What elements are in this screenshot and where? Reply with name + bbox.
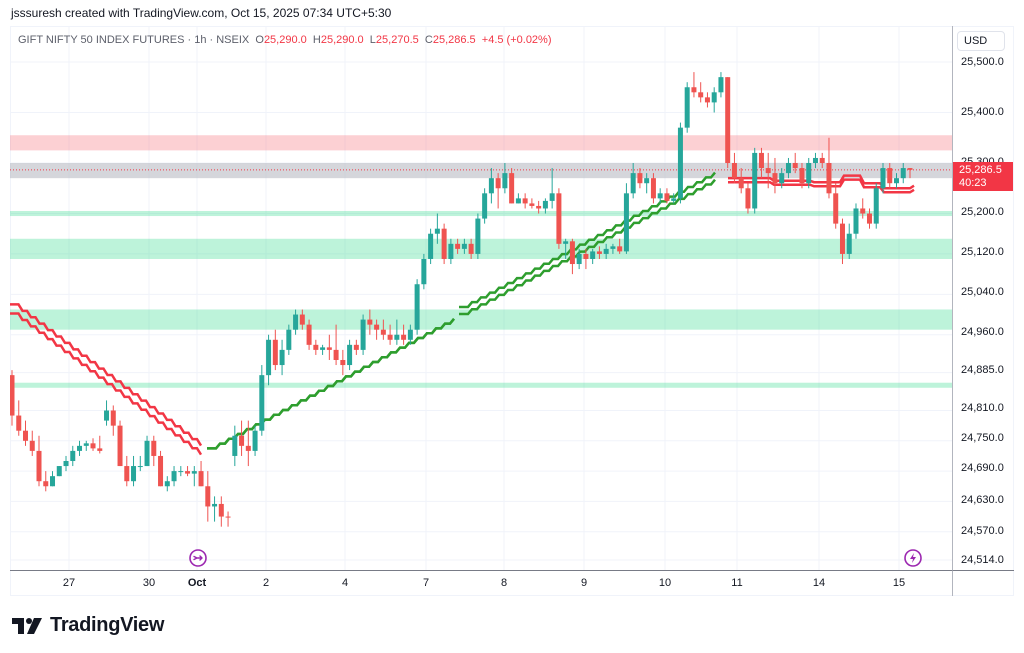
chart-plot-area[interactable] — [10, 26, 952, 570]
price-tick: 24,570.0 — [961, 525, 1004, 537]
axis-corner — [952, 570, 1014, 596]
open-value: 25,290.0 — [263, 34, 307, 46]
time-tick: 15 — [892, 577, 906, 589]
symbol-title: GIFT NIFTY 50 INDEX FUTURES · 1h · NSEIX — [18, 34, 250, 46]
time-tick: 10 — [658, 577, 672, 589]
time-tick: 2 — [262, 577, 270, 589]
bar-countdown: 40:23 — [959, 177, 987, 189]
price-tick: 24,630.0 — [961, 494, 1004, 506]
price-tick: 25,120.0 — [961, 246, 1004, 258]
last-price-label: 25,286.5 40:23 — [953, 162, 1013, 191]
time-tick: 14 — [812, 577, 826, 589]
price-tick: 24,810.0 — [961, 402, 1004, 414]
last-price-value: 25,286.5 — [959, 164, 1002, 176]
time-tick: 9 — [580, 577, 588, 589]
time-tick: 4 — [341, 577, 349, 589]
price-tick: 25,040.0 — [961, 286, 1004, 298]
price-tick: 25,500.0 — [961, 56, 1004, 68]
tradingview-logo[interactable]: TradingView — [12, 614, 164, 637]
time-tick: 8 — [500, 577, 508, 589]
price-tick: 24,514.0 — [961, 554, 1004, 566]
price-tick: 24,750.0 — [961, 432, 1004, 444]
price-tick: 25,400.0 — [961, 106, 1004, 118]
lightning-event-icon[interactable] — [904, 549, 922, 567]
time-tick: Oct — [187, 577, 207, 589]
tradingview-logo-text: TradingView — [50, 614, 165, 636]
candlestick-chart[interactable] — [10, 26, 952, 570]
low-value: 25,270.5 — [375, 34, 419, 46]
chart-frame — [10, 26, 1014, 596]
time-tick: 11 — [731, 577, 743, 589]
time-tick: 7 — [422, 577, 430, 589]
time-axis[interactable]: 27 30 Oct 2 4 7 8 9 10 11 14 15 — [10, 570, 952, 597]
tradingview-logo-icon — [12, 617, 42, 634]
time-tick: 30 — [142, 577, 156, 589]
currency-selector[interactable]: USD — [957, 31, 1005, 51]
price-tick: 25,200.0 — [961, 206, 1004, 218]
symbol-legend: GIFT NIFTY 50 INDEX FUTURES · 1h · NSEIX… — [18, 34, 552, 46]
change-value: +4.5 (+0.02%) — [481, 34, 552, 46]
price-tick: 24,960.0 — [961, 326, 1004, 338]
dividend-split-event-icon[interactable] — [189, 549, 207, 567]
chart-credit: jsssuresh created with TradingView.com, … — [11, 6, 392, 20]
price-axis[interactable]: 25,500.025,400.025,300.025,200.025,120.0… — [952, 26, 1015, 570]
high-value: 25,290.0 — [320, 34, 364, 46]
price-tick: 24,885.0 — [961, 364, 1004, 376]
time-tick: 27 — [62, 577, 76, 589]
close-value: 25,286.5 — [432, 34, 476, 46]
price-tick: 24,690.0 — [961, 462, 1004, 474]
